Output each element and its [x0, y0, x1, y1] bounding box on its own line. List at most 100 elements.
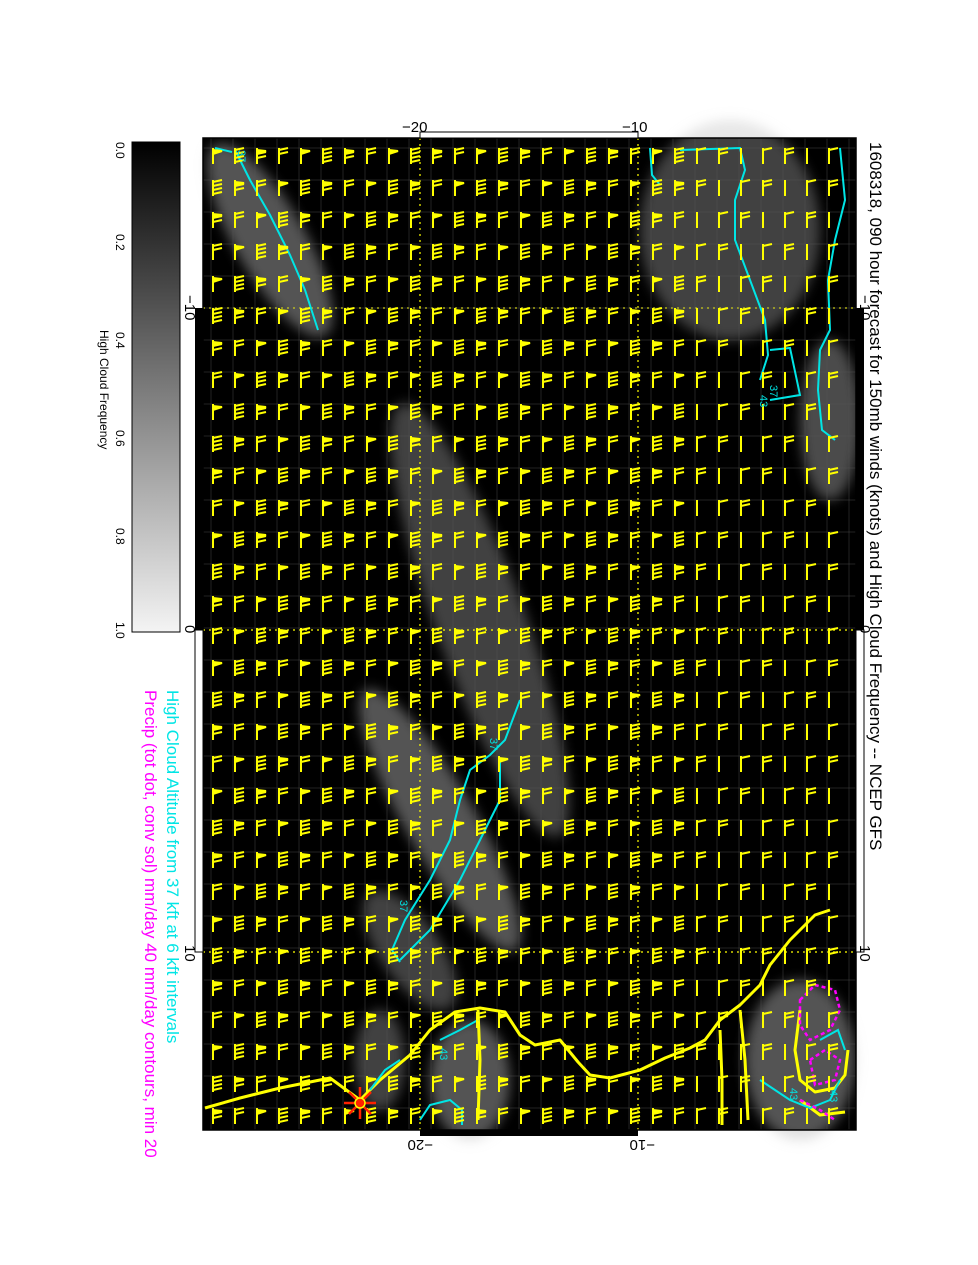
wind-barb	[630, 1012, 641, 1028]
wind-barb	[542, 1012, 553, 1028]
wind-barb	[256, 1075, 267, 1092]
wind-barb	[564, 724, 575, 740]
wind-barb	[388, 276, 399, 292]
wind-barb	[234, 339, 245, 356]
wind-barb	[256, 212, 267, 228]
wind-barb	[344, 499, 355, 516]
wind-barb	[256, 883, 267, 900]
wind-barb	[300, 468, 311, 484]
wind-barb	[256, 499, 267, 516]
wind-barb	[828, 179, 839, 196]
wind-barb	[432, 627, 443, 644]
wind-barb	[388, 916, 399, 932]
wind-barb	[212, 947, 223, 964]
wind-barb	[212, 435, 223, 452]
wind-barb	[300, 340, 311, 356]
wind-barb	[564, 179, 575, 196]
wind-barb	[300, 212, 311, 228]
wind-barb	[784, 627, 795, 644]
wind-barb	[696, 243, 707, 260]
wind-barb	[652, 276, 663, 292]
wind-barb	[454, 884, 465, 900]
wind-barb	[630, 723, 641, 740]
right-tick-label: 0	[856, 625, 873, 633]
wind-barb	[586, 756, 597, 772]
wind-barb	[674, 180, 685, 196]
wind-barb	[454, 147, 465, 164]
wind-barb	[784, 211, 795, 228]
wind-barb	[256, 660, 267, 676]
wind-barb	[520, 947, 531, 964]
contour-label: 37	[487, 738, 499, 750]
wind-barb	[542, 979, 553, 996]
wind-barb	[784, 307, 795, 324]
wind-barb	[652, 596, 663, 612]
wind-barb	[366, 339, 377, 356]
wind-barb	[630, 339, 641, 356]
wind-barb	[828, 371, 839, 388]
wind-barb	[784, 915, 795, 932]
wind-barb	[432, 371, 443, 388]
wind-barb	[454, 595, 465, 612]
wind-barb	[366, 467, 377, 484]
wind-barb	[212, 1075, 223, 1092]
wind-barb	[454, 308, 465, 324]
wind-barb	[564, 627, 575, 644]
wind-barb	[784, 435, 795, 452]
wind-barb	[212, 596, 223, 612]
wind-barb	[410, 308, 421, 324]
wind-barb	[388, 819, 399, 836]
wind-barb	[344, 1011, 355, 1028]
wind-barb	[762, 723, 773, 740]
wind-barb	[256, 596, 267, 612]
wind-barb	[520, 755, 531, 772]
wind-barb	[806, 883, 817, 900]
wind-barb	[256, 819, 267, 836]
wind-barb	[498, 403, 509, 420]
wind-barb	[410, 884, 421, 900]
wind-barb	[234, 244, 245, 260]
wind-barb	[234, 595, 245, 612]
wind-barb	[806, 467, 817, 484]
wind-barb	[300, 1044, 311, 1060]
wind-barb	[520, 691, 531, 708]
wind-barb	[828, 467, 839, 484]
wind-barb	[300, 883, 311, 900]
wind-barb	[410, 467, 421, 484]
wind-barb	[740, 275, 751, 292]
wind-barb	[542, 756, 553, 772]
wind-barb	[300, 179, 311, 196]
wind-barb	[498, 659, 509, 676]
contour-label: 43	[787, 1088, 799, 1100]
frame-edge-bottom	[420, 1130, 638, 1136]
wind-barb	[278, 948, 289, 964]
wind-barb	[322, 692, 333, 708]
wind-barb	[454, 820, 465, 836]
wind-barb	[630, 692, 641, 708]
wind-barb	[608, 947, 619, 964]
wind-barb	[630, 979, 641, 996]
frame-edge-left	[194, 629, 204, 953]
wind-barb	[366, 787, 377, 804]
wind-barb	[476, 243, 487, 260]
wind-barb	[498, 372, 509, 388]
wind-barb	[410, 1107, 421, 1124]
wind-barb	[234, 659, 245, 676]
wind-barb	[432, 212, 443, 228]
wind-barb	[652, 947, 663, 964]
wind-barb	[476, 788, 487, 804]
wind-barb	[278, 884, 289, 900]
wind-barb	[762, 531, 773, 548]
wind-barb	[718, 1011, 729, 1028]
wind-barb	[454, 628, 465, 644]
wind-barb	[564, 499, 575, 516]
wind-barb	[828, 1107, 839, 1124]
wind-barb	[718, 147, 729, 164]
wind-barb	[300, 435, 311, 452]
wind-barb	[520, 852, 531, 868]
wind-barb	[674, 756, 685, 772]
wind-barb	[718, 403, 729, 420]
wind-barb	[520, 179, 531, 196]
wind-barb	[564, 691, 575, 708]
wind-barb	[674, 820, 685, 836]
